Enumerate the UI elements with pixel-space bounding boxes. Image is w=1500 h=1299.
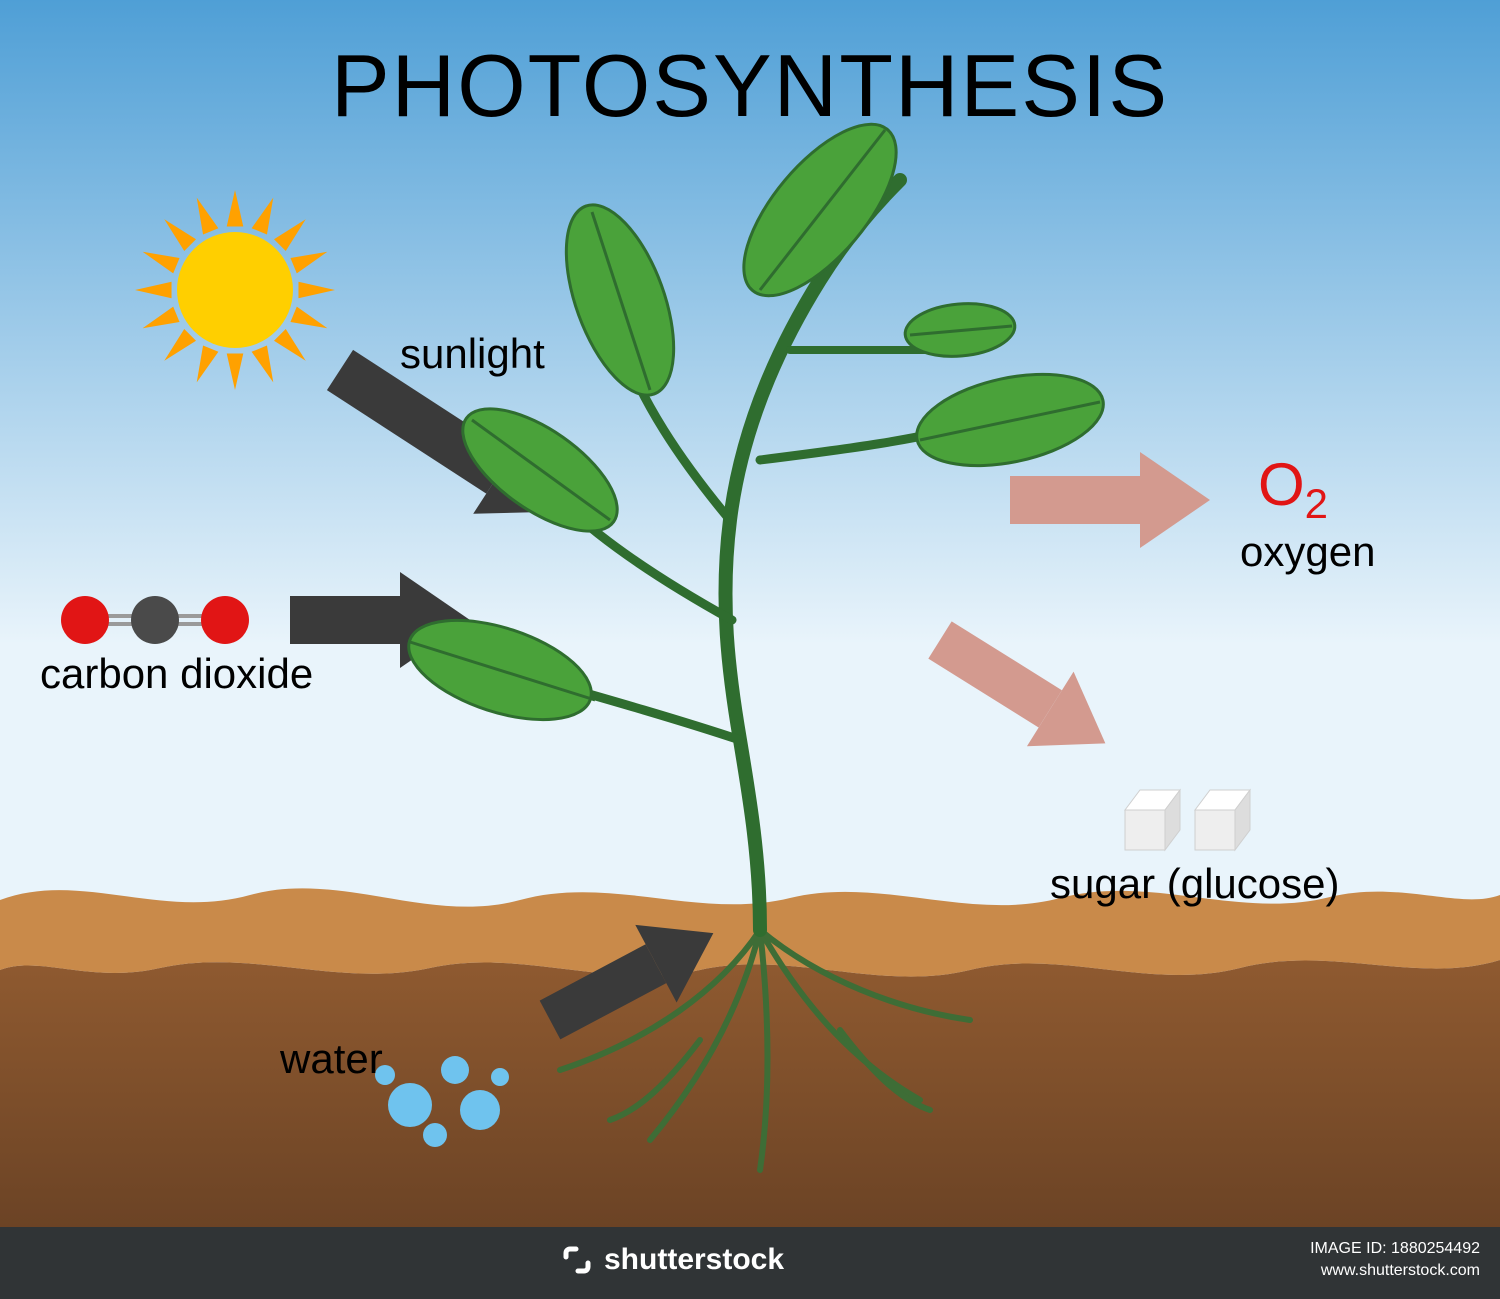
photosynthesis-diagram: PHOTOSYNTHESIS sunlight carbon dioxide w… bbox=[0, 0, 1500, 1299]
footer-logo-text: shutterstock bbox=[604, 1243, 784, 1277]
footer-id-value: 1880254492 bbox=[1391, 1240, 1480, 1257]
o2-subscript: 2 bbox=[1305, 480, 1328, 527]
water-label: water bbox=[280, 1035, 383, 1083]
footer-logo: shutterstock bbox=[560, 1243, 784, 1277]
sunlight-label: sunlight bbox=[400, 330, 545, 378]
sun-icon bbox=[135, 190, 335, 390]
diagram-title: PHOTOSYNTHESIS bbox=[0, 35, 1500, 137]
sugar-label: sugar (glucose) bbox=[1050, 860, 1339, 908]
footer-site: www.shutterstock.com bbox=[1310, 1260, 1480, 1282]
shutterstock-icon bbox=[560, 1243, 594, 1277]
oxygen-label: oxygen bbox=[1240, 528, 1375, 576]
co2-icon bbox=[61, 596, 249, 644]
footer-meta: IMAGE ID: 1880254492 www.shutterstock.co… bbox=[1310, 1238, 1480, 1283]
carbon-dioxide-label: carbon dioxide bbox=[40, 650, 313, 698]
oxygen-formula: O2 bbox=[1258, 450, 1328, 528]
footer-id-label: IMAGE ID: bbox=[1310, 1240, 1386, 1257]
o2-symbol: O bbox=[1258, 451, 1305, 518]
